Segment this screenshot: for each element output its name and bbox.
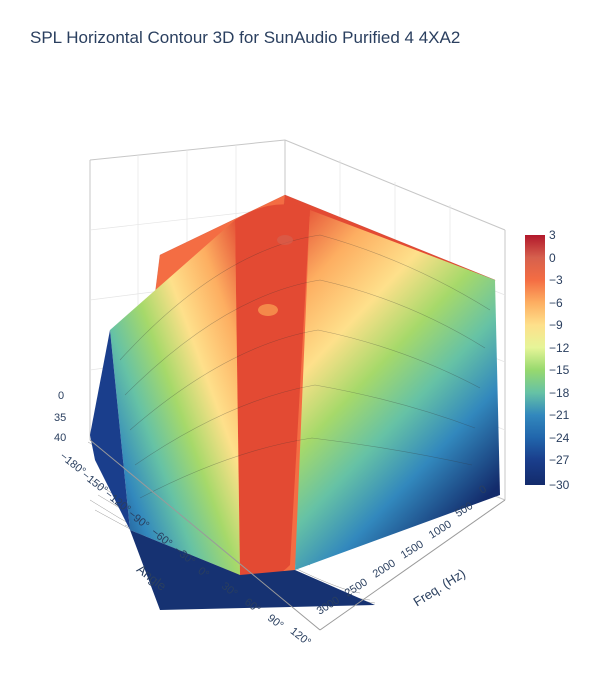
z-tick: 35 (54, 412, 66, 424)
colorbar-tick: −24 (549, 431, 569, 445)
chart-title: SPL Horizontal Contour 3D for SunAudio P… (30, 28, 600, 48)
colorbar-gradient (525, 235, 545, 485)
colorbar-tick: −9 (549, 318, 563, 332)
colorbar-tick: −12 (549, 341, 569, 355)
colorbar-tick: −6 (549, 296, 563, 310)
colorbar-tick: 0 (549, 251, 556, 265)
colorbar-tick: −27 (549, 453, 569, 467)
surface-plot[interactable]: 0 35 40 −180° −150° −120° −90° −60° −30°… (40, 100, 520, 660)
colorbar-tick: −18 (549, 386, 569, 400)
surface-body (90, 195, 500, 610)
colorbar-tick: −3 (549, 273, 563, 287)
colorbar-tick: −15 (549, 363, 569, 377)
z-tick: 0 (58, 390, 64, 402)
colorbar: 3 0 −3 −6 −9 −12 −15 −18 −21 −24 −27 −30 (525, 235, 545, 485)
colorbar-tick: 3 (549, 228, 556, 242)
colorbar-tick: −21 (549, 408, 569, 422)
z-tick: 40 (54, 432, 66, 444)
colorbar-tick: −30 (549, 478, 569, 492)
